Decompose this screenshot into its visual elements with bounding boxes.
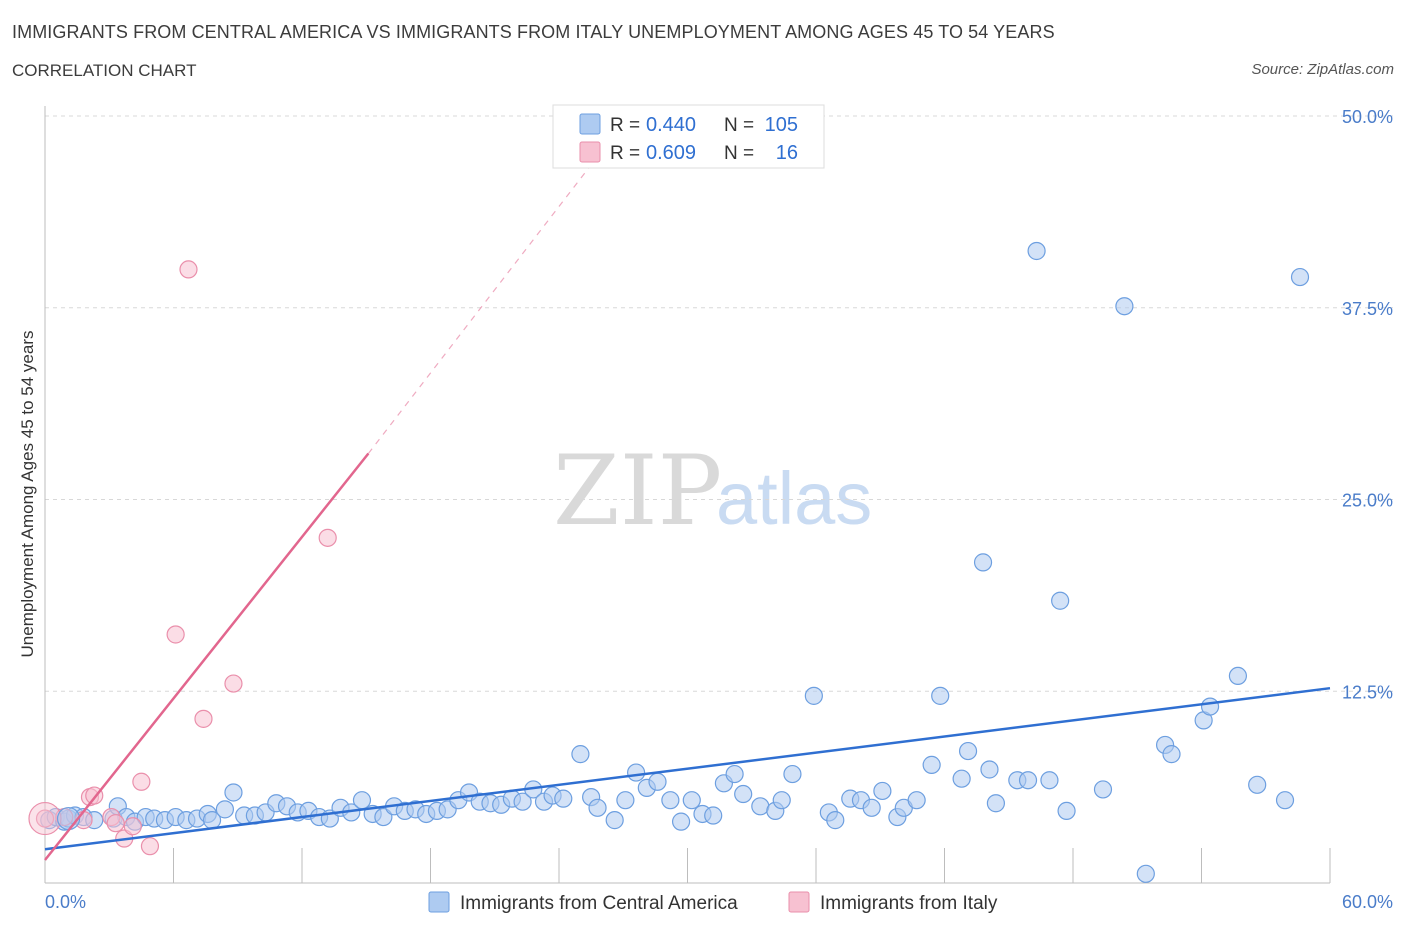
central-america-point: [952, 769, 971, 788]
italy-trend-extension: [367, 161, 594, 454]
central-america-point: [1162, 745, 1181, 764]
central-america-point: [725, 764, 744, 784]
x-tick-label-min: 0.0%: [45, 892, 86, 912]
central-america-point: [862, 798, 881, 817]
central-america-point: [1027, 241, 1046, 261]
stats-legend: R = 0.440 N = 105 R = 0.609 N = 16: [552, 104, 825, 169]
central-america-point: [1275, 791, 1295, 810]
central-america-point: [1228, 666, 1248, 686]
legend-swatch-pink: [579, 141, 601, 163]
series-legend-label-pink: Immigrants from Italy: [820, 893, 998, 914]
central-america-point: [616, 791, 635, 810]
chart-subtitle: CORRELATION CHART: [12, 61, 197, 80]
central-america-point: [1115, 297, 1134, 316]
central-america-point: [734, 784, 753, 804]
central-america-point: [931, 686, 950, 705]
central-america-point: [626, 763, 646, 782]
legend-r-label-blue: R =: [610, 115, 640, 136]
central-america-point: [374, 807, 393, 827]
legend-n-value-pink: 16: [776, 142, 798, 164]
legend-n-label-pink: N =: [724, 143, 754, 164]
central-america-point: [671, 812, 691, 831]
legend-r-value-blue: 0.440: [646, 114, 696, 136]
x-tick-label-max: 60.0%: [1342, 892, 1393, 912]
series-legend-swatch-blue: [428, 891, 450, 913]
central-america-point: [215, 800, 234, 819]
central-america-point: [922, 755, 941, 774]
watermark-atlas: atlas: [716, 457, 872, 540]
central-america-point: [554, 789, 573, 808]
central-america-point: [873, 781, 892, 801]
central-america-point: [1057, 801, 1076, 821]
italy-point: [35, 809, 55, 828]
y-tick-label: 50.0%: [1342, 107, 1393, 127]
central-america-point: [1136, 864, 1155, 883]
central-america-point: [682, 791, 701, 810]
data-points: [28, 241, 1310, 883]
series-legend-label-blue: Immigrants from Central America: [460, 893, 738, 914]
central-america-point: [980, 760, 999, 779]
central-america-point: [605, 811, 624, 830]
watermark-zip: ZIP: [553, 435, 722, 547]
central-america-point: [1248, 775, 1267, 794]
italy-point: [179, 260, 198, 279]
y-axis-tick-labels: 12.5% 25.0% 37.5% 50.0%: [1342, 107, 1393, 702]
legend-r-label-pink: R =: [610, 143, 640, 164]
y-tick-label: 37.5%: [1342, 299, 1393, 319]
series-legend: Immigrants from Central America Immigran…: [428, 891, 998, 914]
italy-point: [194, 709, 213, 728]
legend-r-value-pink: 0.609: [646, 142, 696, 164]
central-america-point: [1200, 697, 1220, 716]
italy-point: [224, 674, 243, 693]
central-america-point: [973, 553, 993, 572]
central-america-point: [958, 741, 978, 761]
central-america-point: [907, 791, 926, 810]
central-america-point: [588, 798, 607, 817]
central-america-point: [352, 791, 372, 810]
italy-point-cluster: [28, 801, 62, 836]
central-america-point: [661, 791, 680, 810]
central-america-point: [783, 764, 802, 784]
italy-trend-line: [44, 452, 370, 861]
source-credit: Source: ZipAtlas.com: [1251, 61, 1394, 78]
central-america-point: [1093, 780, 1113, 799]
central-america-point: [1051, 591, 1070, 610]
central-america-point: [1040, 771, 1059, 790]
italy-point: [132, 772, 151, 791]
x-axis-ticks: [44, 848, 1331, 883]
italy-point: [166, 625, 185, 644]
y-tick-label: 12.5%: [1342, 682, 1393, 702]
central-america-point: [986, 794, 1006, 813]
central-america-point: [571, 745, 590, 764]
central-america-point: [772, 791, 791, 810]
central-america-point: [648, 772, 667, 791]
central-america-trend-line: [44, 686, 1331, 851]
central-america-point: [704, 806, 723, 825]
central-america-point: [513, 792, 532, 811]
italy-point: [140, 837, 160, 856]
central-america-point: [224, 783, 243, 802]
y-axis-title: Unemployment Among Ages 45 to 54 years: [18, 331, 37, 658]
central-america-point: [804, 686, 823, 705]
central-america-point-cluster: [56, 806, 81, 831]
y-tick-label: 25.0%: [1342, 491, 1393, 511]
central-america-point: [826, 811, 845, 830]
central-america-point: [1018, 771, 1038, 790]
trend-lines: [44, 161, 1331, 861]
italy-point: [106, 814, 125, 833]
italy-point: [123, 817, 142, 836]
legend-n-value-blue: 105: [765, 114, 798, 136]
central-america-point: [1290, 267, 1310, 287]
legend-n-label-blue: N =: [724, 115, 754, 136]
italy-point: [318, 528, 337, 547]
series-legend-swatch-pink: [788, 891, 810, 913]
central-america-point: [751, 797, 770, 816]
chart-title: IMMIGRANTS FROM CENTRAL AMERICA VS IMMIG…: [12, 22, 1055, 42]
legend-swatch-blue: [579, 113, 601, 135]
